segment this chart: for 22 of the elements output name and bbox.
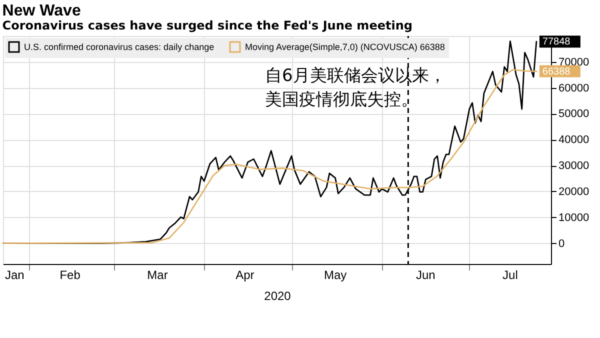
x-tick-label: Jul: [502, 268, 518, 282]
y-tick-label: 30000: [558, 160, 590, 172]
y-tick-label: 70000: [558, 56, 590, 68]
legend-label: U.S. confirmed coronavirus cases: daily change: [24, 42, 214, 52]
y-tick-label: 40000: [558, 134, 590, 146]
x-axis-title: 2020: [264, 289, 292, 303]
x-tick-label: Jan: [4, 268, 24, 282]
y-tick-label: 10000: [558, 212, 590, 224]
y-tick-label: 50000: [558, 108, 590, 120]
x-tick-label: Jun: [416, 268, 436, 282]
legend-label: Moving Average(Simple,7,0) (NCOVUSCA) 66388: [245, 42, 445, 52]
x-tick-label: Apr: [236, 268, 254, 282]
chart-title: New Wave: [2, 2, 81, 20]
x-tick-label: Mar: [147, 268, 168, 282]
y-tick-label: 0: [558, 238, 565, 250]
y-tick-label: 60000: [558, 82, 590, 94]
y-tick-label: 20000: [558, 186, 590, 198]
data-label: 77848: [542, 36, 571, 48]
chart-subtitle: Coronavirus cases have surged since the Fed's June meeting: [2, 18, 412, 32]
data-label: 66388: [542, 66, 571, 78]
x-tick-label: Feb: [60, 268, 81, 282]
x-tick-label: May: [324, 268, 347, 282]
